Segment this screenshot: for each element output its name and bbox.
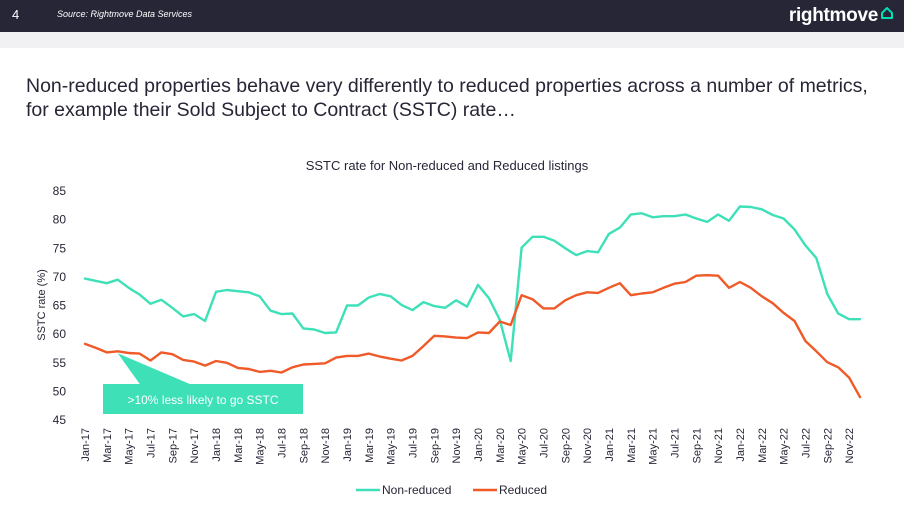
y-tick-label: 75 [53,241,67,255]
rightmove-logo: rightmove [789,3,894,29]
x-tick-label: Mar-17 [102,428,114,463]
x-tick-label: Nov-20 [582,428,594,463]
x-tick-label: Jan-19 [342,428,354,462]
chart-title: SSTC rate for Non-reduced and Reduced li… [306,158,589,173]
top-bar: 4 Source: Rightmove Data Services rightm… [0,0,904,32]
x-tick-label: Sep-18 [298,428,310,463]
x-tick-label: Jul-20 [538,428,550,458]
x-tick-label: Mar-22 [757,428,769,463]
y-tick-label: 65 [53,299,67,313]
y-tick-label: 80 [53,213,67,227]
callout-shape [103,353,303,414]
page-number: 4 [12,7,20,22]
x-tick-label: Jan-20 [473,428,485,462]
series-line-reduced [83,274,862,399]
x-tick-label: Jul-21 [669,428,681,458]
x-tick-label: Jul-22 [800,428,812,458]
house-icon [881,7,893,19]
x-tick-label: Sep-20 [560,428,572,463]
logo-wordmark: rightmove [788,5,878,26]
x-tick-label: Nov-19 [451,428,463,463]
x-tick-label: May-22 [779,428,791,465]
x-tick-label: Jul-19 [407,428,419,458]
x-tick-label: Mar-21 [626,428,638,463]
y-tick-label: 45 [53,413,67,427]
x-tick-label: Sep-17 [167,428,179,463]
x-tick-label: Jan-22 [735,428,747,462]
y-tick-label: 85 [53,184,67,198]
x-tick-label: Mar-20 [495,428,507,463]
y-tick-label: 60 [53,327,67,341]
x-tick-label: Nov-21 [713,428,725,463]
x-tick-label: Nov-18 [320,428,332,463]
x-tick-label: Nov-22 [844,428,856,463]
x-tick-label: May-17 [124,428,136,465]
chart-legend: Non-reduced Reduced [356,483,547,497]
y-tick-label: 55 [53,356,67,370]
legend-label-reduced: Reduced [499,483,547,497]
series-lines [83,205,862,399]
y-tick-label: 50 [53,384,67,398]
legend-label-non-reduced: Non-reduced [382,483,451,497]
slide-headline: Non-reduced properties behave very diffe… [26,75,868,121]
x-tick-label: May-18 [255,428,267,465]
source-note: Source: Rightmove Data Services [57,9,193,19]
x-tick-label: Mar-19 [364,428,376,463]
x-axis: Jan-17 Mar-17 May-17 Jul-17 Sep-17 Nov-17 Jan-… [80,428,856,465]
y-axis: 45 50 55 60 65 70 75 80 85 [53,184,67,427]
x-tick-label: Sep-21 [691,428,703,463]
x-tick-label: May-19 [386,428,398,465]
header-divider [0,32,904,48]
x-tick-label: Mar-18 [233,428,245,463]
series-line-non-reduced [83,205,862,363]
x-tick-label: Sep-22 [822,428,834,463]
x-tick-label: May-21 [648,428,660,465]
x-tick-label: Jan-17 [80,428,92,462]
callout-text: >10% less likely to go SSTC [127,393,278,407]
x-tick-label: Jan-21 [604,428,616,462]
x-tick-label: May-20 [517,428,529,465]
x-tick-label: Jan-18 [211,428,223,462]
x-tick-label: Sep-19 [429,428,441,463]
x-tick-label: Jul-18 [276,428,288,458]
y-tick-label: 70 [53,270,67,284]
annotation-callout: >10% less likely to go SSTC [103,353,303,414]
x-tick-label: Jul-17 [145,428,157,458]
x-tick-label: Nov-17 [189,428,201,463]
sstc-line-chart: SSTC rate for Non-reduced and Reduced li… [36,158,862,497]
y-axis-label: SSTC rate (%) [36,269,48,341]
